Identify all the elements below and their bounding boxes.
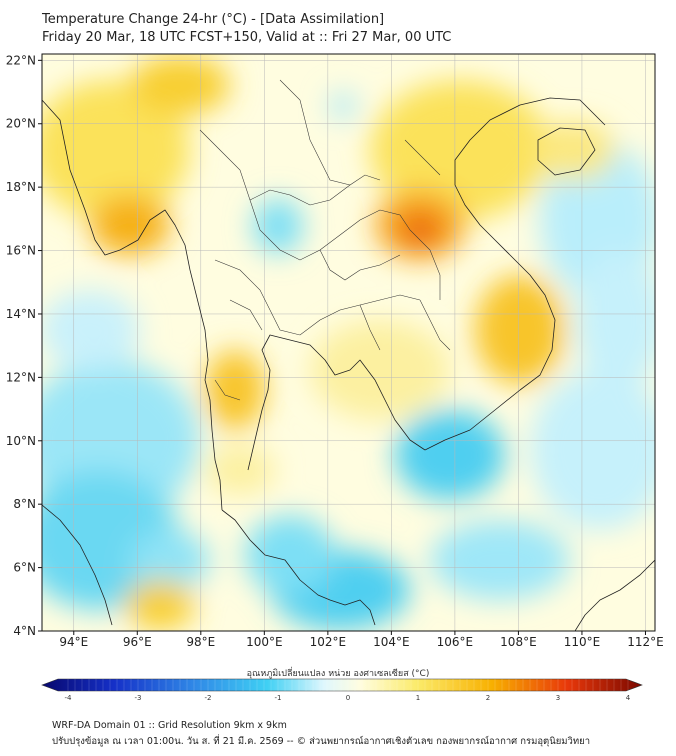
- colorbar-ticks: -4 -3 -2 -1 0 1 2 3 4: [65, 679, 631, 700]
- colorbar-tick-label: 2: [486, 694, 490, 700]
- lat-tick-label: 8°N: [13, 497, 36, 511]
- colorbar-tick-label: -1: [275, 694, 282, 700]
- colorbar-tick-label: 4: [626, 694, 631, 700]
- lon-tick-label: 112°E: [627, 635, 664, 649]
- map-frame: [41, 53, 656, 632]
- colorbar-bar: [41, 678, 643, 692]
- coastline-peninsula-east: [247, 334, 426, 471]
- lat-tick-label: 16°N: [6, 244, 36, 258]
- lon-tick-label: 94°E: [59, 635, 88, 649]
- lat-tick-label: 12°N: [6, 370, 36, 384]
- map-title: Temperature Change 24-hr (°C) - [Data As…: [42, 12, 385, 27]
- coastline-myanmar-west: [42, 99, 223, 511]
- coastline-gulf-thailand: [221, 509, 376, 626]
- map-subtitle: Friday 20 Mar, 18 UTC FCST+150, Valid at…: [42, 30, 452, 45]
- temperature-change-map: 22°N 20°N 18°N 16°N 14°N 12°N 10°N 8°N 6°N 4°N 94°…: [6, 53, 664, 700]
- colorbar: -4 -3 -2 -1 0 1 2 3 4: [41, 678, 643, 700]
- coastlines: [42, 97, 655, 631]
- coastline-sumatra: [42, 504, 113, 626]
- lat-tick-label: 4°N: [13, 624, 36, 638]
- lon-tick-label: 100°E: [246, 635, 283, 649]
- colorbar-tick-label: -3: [135, 694, 142, 700]
- lon-tick-label: 102°E: [310, 635, 347, 649]
- coastline-vietnam: [424, 97, 606, 451]
- colorbar-label: อุณหภูมิเปลี่ยนแปลง หน่วย องศาเซลเซียส (…: [246, 669, 430, 679]
- colorbar-tick-label: -2: [205, 694, 212, 700]
- colorbar-tick-label: -4: [65, 694, 73, 700]
- admin-boundaries: [199, 79, 451, 401]
- coastline-borneo: [574, 559, 655, 631]
- lon-tick-label: 108°E: [500, 635, 537, 649]
- footer-model-info: WRF-DA Domain 01 :: Grid Resolution 9km …: [52, 720, 287, 731]
- lat-tick-label: 6°N: [13, 561, 36, 575]
- lon-tick-label: 110°E: [564, 635, 601, 649]
- coastline-hainan: [537, 127, 596, 176]
- lat-tick-label: 22°N: [6, 53, 36, 67]
- axis-tick-labels: 22°N 20°N 18°N 16°N 14°N 12°N 10°N 8°N 6°N 4°N 94°…: [6, 53, 664, 649]
- colorbar-tick-label: 1: [416, 694, 420, 700]
- colorbar-tick-label: 0: [346, 694, 350, 700]
- lon-tick-label: 106°E: [437, 635, 474, 649]
- lat-tick-label: 10°N: [6, 434, 36, 448]
- lon-tick-label: 104°E: [373, 635, 410, 649]
- colorbar-tick-label: 3: [556, 694, 560, 700]
- lon-tick-label: 96°E: [123, 635, 152, 649]
- lat-tick-label: 20°N: [6, 117, 36, 131]
- lat-tick-label: 18°N: [6, 180, 36, 194]
- lat-tick-label: 14°N: [6, 307, 36, 321]
- lon-tick-label: 98°E: [186, 635, 215, 649]
- temperature-field: [42, 54, 655, 631]
- footer-credit: ปรับปรุงข้อมูล ณ เวลา 01:00น. วัน ส. ที่…: [52, 736, 591, 747]
